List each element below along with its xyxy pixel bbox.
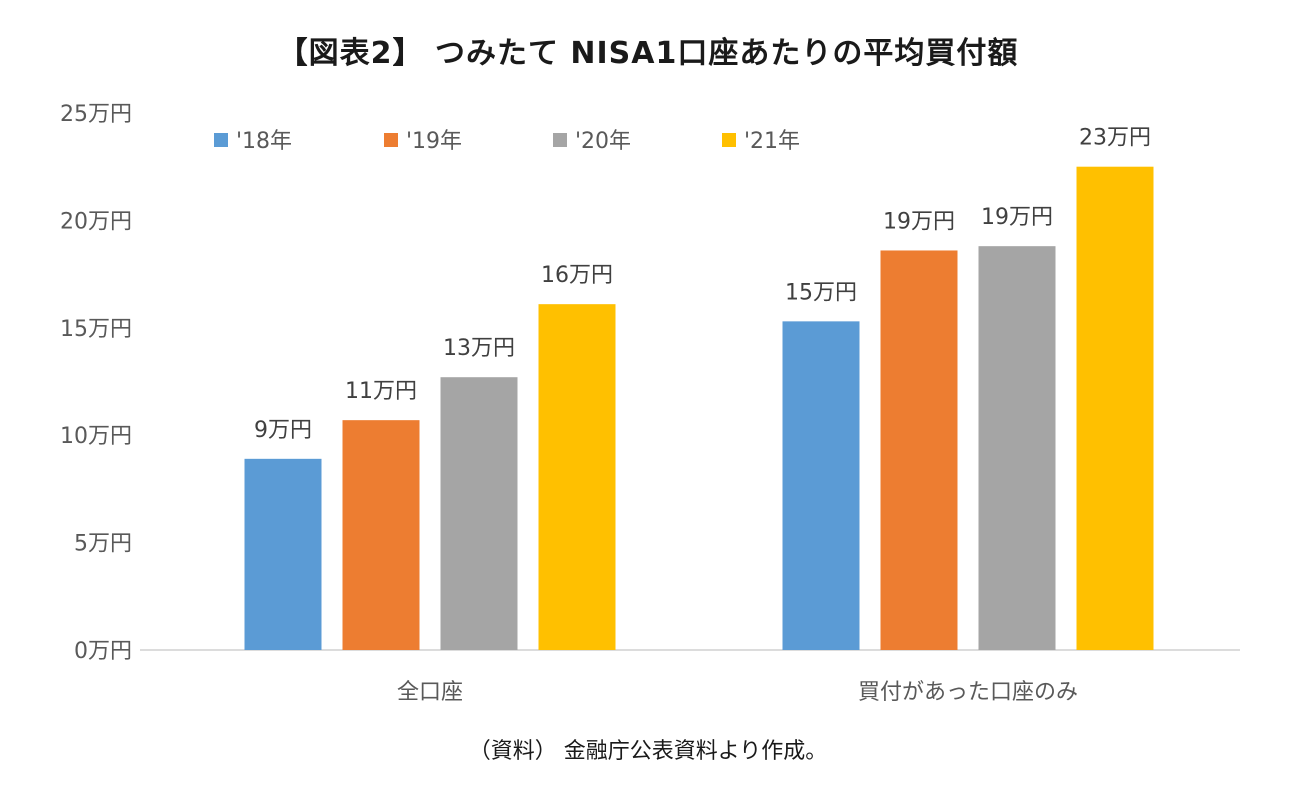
data-label: 19万円 bbox=[883, 209, 955, 234]
bar-3-1 bbox=[440, 377, 518, 650]
y-tick-label: 15万円 bbox=[60, 317, 132, 342]
y-tick-label: 0万円 bbox=[74, 639, 132, 664]
legend-label: '18年 bbox=[236, 129, 292, 154]
x-tick-label: 買付があった口座のみ bbox=[858, 680, 1078, 705]
data-label: 15万円 bbox=[785, 280, 857, 305]
legend-swatch bbox=[384, 133, 398, 147]
y-tick-label: 25万円 bbox=[60, 102, 132, 127]
bar-4-1 bbox=[538, 304, 616, 650]
data-label: 13万円 bbox=[443, 336, 515, 361]
bar-4-2 bbox=[1076, 166, 1154, 650]
data-label: 9万円 bbox=[254, 418, 312, 443]
data-label: 16万円 bbox=[541, 263, 613, 288]
legend-swatch bbox=[553, 133, 567, 147]
legend-swatch bbox=[214, 133, 228, 147]
data-label: 23万円 bbox=[1079, 126, 1151, 151]
chart-title: 【図表2】 つみたて NISA1口座あたりの平均買付額 bbox=[277, 36, 1019, 71]
y-tick-label: 5万円 bbox=[74, 532, 132, 557]
y-tick-label: 10万円 bbox=[60, 424, 132, 449]
bar-2-2 bbox=[880, 250, 958, 651]
legend-label: '19年 bbox=[406, 129, 462, 154]
legend-swatch bbox=[722, 133, 736, 147]
bar-3-2 bbox=[978, 246, 1056, 650]
bar-1-1 bbox=[244, 458, 322, 650]
x-tick-label: 全口座 bbox=[397, 680, 463, 705]
bar-1-2 bbox=[782, 321, 860, 650]
data-label: 19万円 bbox=[981, 205, 1053, 230]
legend-label: '21年 bbox=[744, 129, 800, 154]
bar-2-1 bbox=[342, 420, 420, 650]
y-tick-label: 20万円 bbox=[60, 209, 132, 234]
data-label: 11万円 bbox=[345, 379, 417, 404]
legend-label: '20年 bbox=[575, 129, 631, 154]
source-note: （資料） 金融庁公表資料より作成。 bbox=[468, 739, 828, 764]
